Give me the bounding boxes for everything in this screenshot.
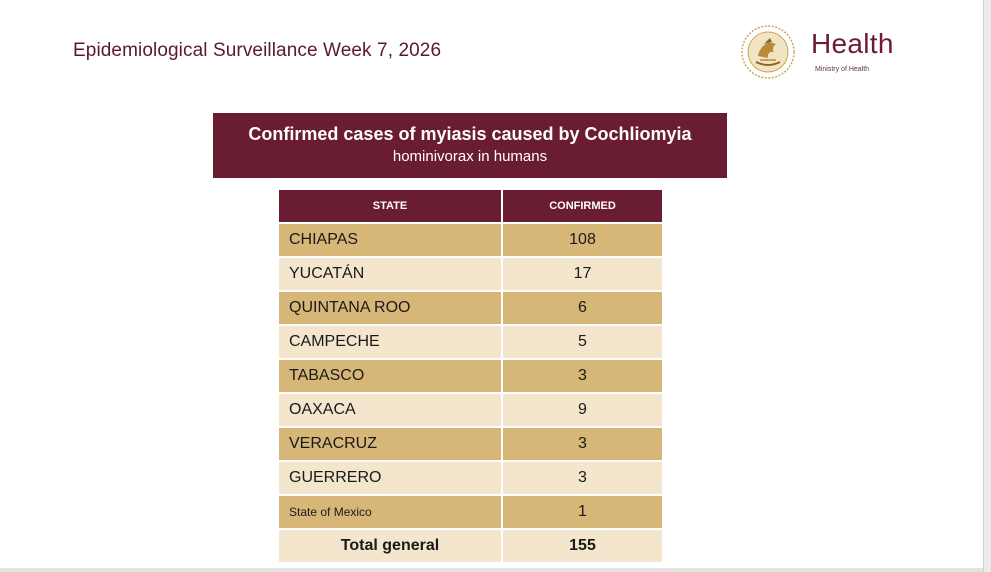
brand-subtitle: Ministry of Health — [815, 66, 870, 73]
state-cell: CAMPECHE — [277, 324, 503, 360]
confirmed-cell: 3 — [501, 426, 664, 462]
heading-line-2: hominivorax in humans — [392, 148, 548, 165]
confirmed-cell: 3 — [501, 460, 664, 496]
state-cell: QUINTANA ROO — [277, 290, 503, 326]
confirmed-cell: 108 — [501, 222, 664, 258]
heading-line-1: Confirmed cases of myiasis caused by Coc… — [248, 124, 692, 144]
page-title: Epidemiological Surveillance Week 7, 202… — [73, 40, 442, 61]
ministry-logo: Health Ministry of Health — [740, 24, 910, 82]
total-label: Total general — [277, 528, 503, 564]
table-heading-banner: Confirmed cases of myiasis caused by Coc… — [213, 113, 727, 178]
column-header-state: STATE — [277, 188, 503, 224]
window-edge — [983, 0, 991, 572]
table-row: YUCATÁN 17 — [277, 256, 664, 292]
column-header-confirmed: CONFIRMED — [501, 188, 664, 224]
table-row: TABASCO 3 — [277, 358, 664, 394]
table-row: QUINTANA ROO 6 — [277, 290, 664, 326]
state-cell: State of Mexico — [277, 494, 503, 530]
confirmed-cell: 9 — [501, 392, 664, 428]
confirmed-cell: 5 — [501, 324, 664, 360]
state-cell: TABASCO — [277, 358, 503, 394]
state-cell: GUERRERO — [277, 460, 503, 496]
state-cell: VERACRUZ — [277, 426, 503, 462]
confirmed-cell: 1 — [501, 494, 664, 530]
state-cell: OAXACA — [277, 392, 503, 428]
table-row: GUERRERO 3 — [277, 460, 664, 496]
table-row: State of Mexico 1 — [277, 494, 664, 530]
confirmed-cell: 17 — [501, 256, 664, 292]
confirmed-cell: 3 — [501, 358, 664, 394]
state-cell: CHIAPAS — [277, 222, 503, 258]
brand-name: Health — [811, 28, 894, 59]
table-row: CHIAPAS 108 — [277, 222, 664, 258]
window-bottom-edge — [0, 568, 983, 572]
state-cell: YUCATÁN — [277, 256, 503, 292]
confirmed-cell: 6 — [501, 290, 664, 326]
table-row: CAMPECHE 5 — [277, 324, 664, 360]
table-row: OAXACA 9 — [277, 392, 664, 428]
total-value: 155 — [501, 528, 664, 564]
national-emblem-icon — [741, 25, 795, 79]
confirmed-cases-table: STATE CONFIRMED CHIAPAS 108 YUCATÁN 17 Q… — [277, 188, 664, 564]
total-row: Total general 155 — [277, 528, 664, 564]
table-header-row: STATE CONFIRMED — [277, 188, 664, 224]
table-row: VERACRUZ 3 — [277, 426, 664, 462]
